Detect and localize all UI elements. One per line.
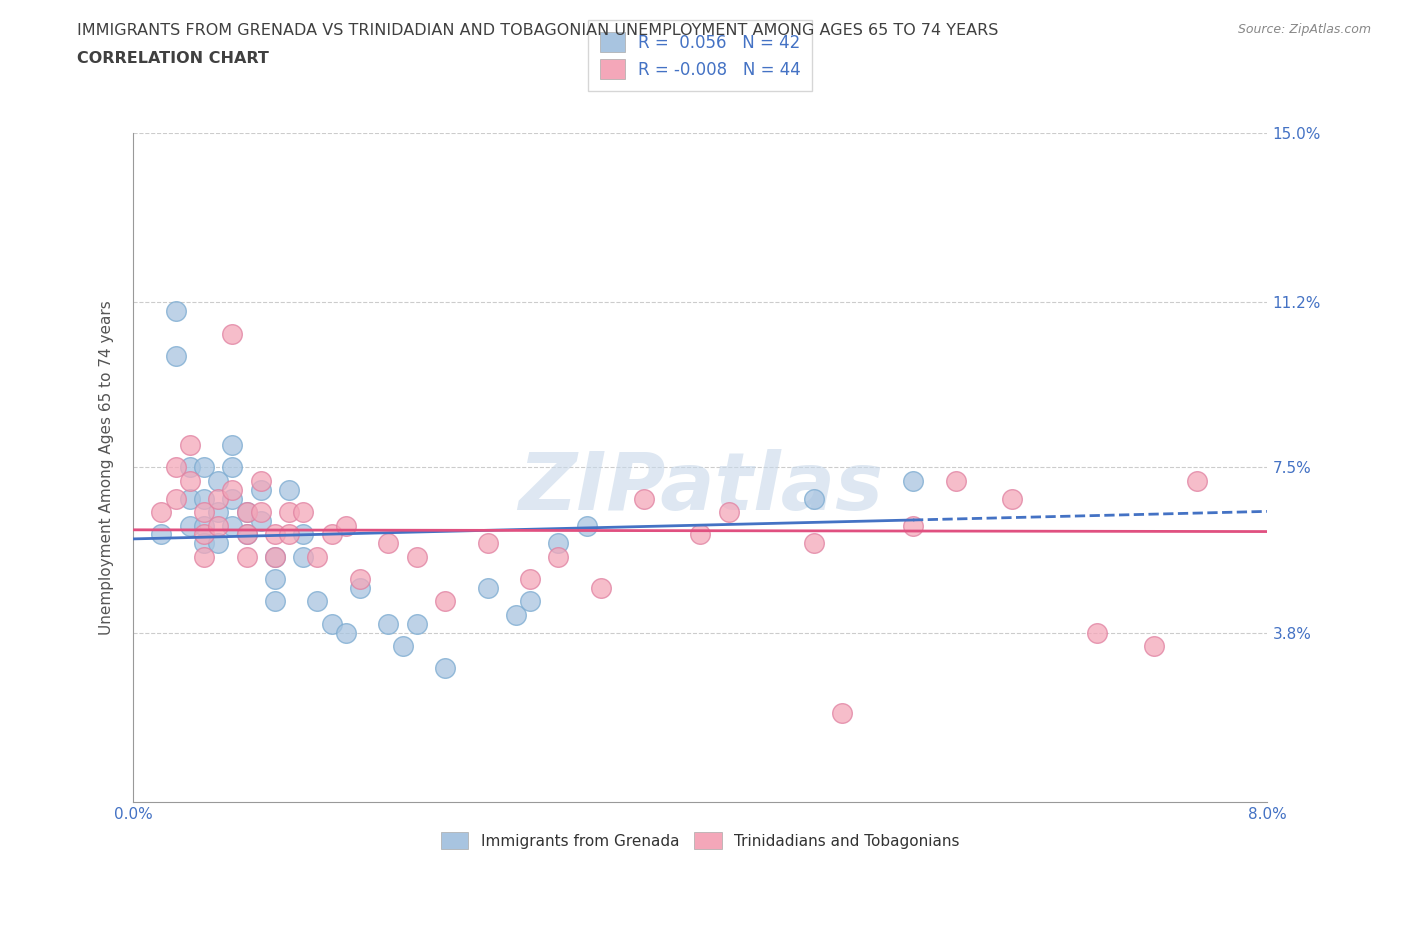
Point [349, 572, 371, 587]
Point [292, 550, 315, 565]
Point [434, 661, 457, 676]
Point [505, 607, 527, 622]
Point [292, 505, 315, 520]
Point [193, 550, 215, 565]
Point [633, 491, 655, 506]
Point [1185, 473, 1208, 488]
Point [221, 326, 243, 341]
Point [321, 617, 343, 631]
Point [519, 572, 541, 587]
Point [391, 639, 413, 654]
Point [803, 536, 825, 551]
Point [264, 550, 287, 565]
Point [477, 536, 499, 551]
Point [434, 594, 457, 609]
Point [235, 527, 257, 542]
Y-axis label: Unemployment Among Ages 65 to 74 years: Unemployment Among Ages 65 to 74 years [100, 300, 114, 635]
Point [221, 491, 243, 506]
Point [335, 625, 357, 640]
Point [165, 304, 187, 319]
Point [1143, 639, 1166, 654]
Point [179, 491, 201, 506]
Point [264, 527, 287, 542]
Point [278, 527, 301, 542]
Point [589, 580, 612, 595]
Point [377, 617, 399, 631]
Text: ZIPatlas: ZIPatlas [517, 448, 883, 526]
Point [831, 706, 853, 721]
Point [307, 550, 329, 565]
Point [207, 491, 229, 506]
Point [193, 505, 215, 520]
Point [221, 460, 243, 475]
Point [179, 438, 201, 453]
Point [292, 527, 315, 542]
Point [901, 518, 924, 533]
Point [377, 536, 399, 551]
Point [165, 491, 187, 506]
Point [221, 518, 243, 533]
Text: CORRELATION CHART: CORRELATION CHART [77, 51, 269, 66]
Point [235, 550, 257, 565]
Point [179, 518, 201, 533]
Point [249, 513, 271, 528]
Point [307, 594, 329, 609]
Point [235, 505, 257, 520]
Point [207, 536, 229, 551]
Point [179, 473, 201, 488]
Point [278, 483, 301, 498]
Point [207, 505, 229, 520]
Point [335, 518, 357, 533]
Point [519, 594, 541, 609]
Point [278, 505, 301, 520]
Point [321, 527, 343, 542]
Point [150, 505, 173, 520]
Point [803, 491, 825, 506]
Point [249, 483, 271, 498]
Point [193, 518, 215, 533]
Point [547, 536, 569, 551]
Text: Source: ZipAtlas.com: Source: ZipAtlas.com [1237, 23, 1371, 36]
Point [207, 518, 229, 533]
Point [193, 527, 215, 542]
Point [1001, 491, 1024, 506]
Point [1085, 625, 1108, 640]
Point [179, 460, 201, 475]
Point [477, 580, 499, 595]
Point [575, 518, 598, 533]
Point [221, 438, 243, 453]
Point [405, 617, 427, 631]
Point [547, 550, 569, 565]
Point [349, 580, 371, 595]
Point [264, 572, 287, 587]
Point [193, 460, 215, 475]
Point [717, 505, 740, 520]
Point [405, 550, 427, 565]
Point [264, 550, 287, 565]
Point [264, 594, 287, 609]
Point [150, 527, 173, 542]
Text: IMMIGRANTS FROM GRENADA VS TRINIDADIAN AND TOBAGONIAN UNEMPLOYMENT AMONG AGES 65: IMMIGRANTS FROM GRENADA VS TRINIDADIAN A… [77, 23, 998, 38]
Point [235, 505, 257, 520]
Legend: Immigrants from Grenada, Trinidadians and Tobagonians: Immigrants from Grenada, Trinidadians an… [434, 826, 966, 855]
Point [193, 491, 215, 506]
Point [207, 473, 229, 488]
Point [249, 505, 271, 520]
Point [235, 527, 257, 542]
Point [193, 536, 215, 551]
Point [249, 473, 271, 488]
Point [165, 460, 187, 475]
Point [221, 483, 243, 498]
Point [945, 473, 967, 488]
Point [165, 349, 187, 364]
Point [901, 473, 924, 488]
Point [689, 527, 711, 542]
